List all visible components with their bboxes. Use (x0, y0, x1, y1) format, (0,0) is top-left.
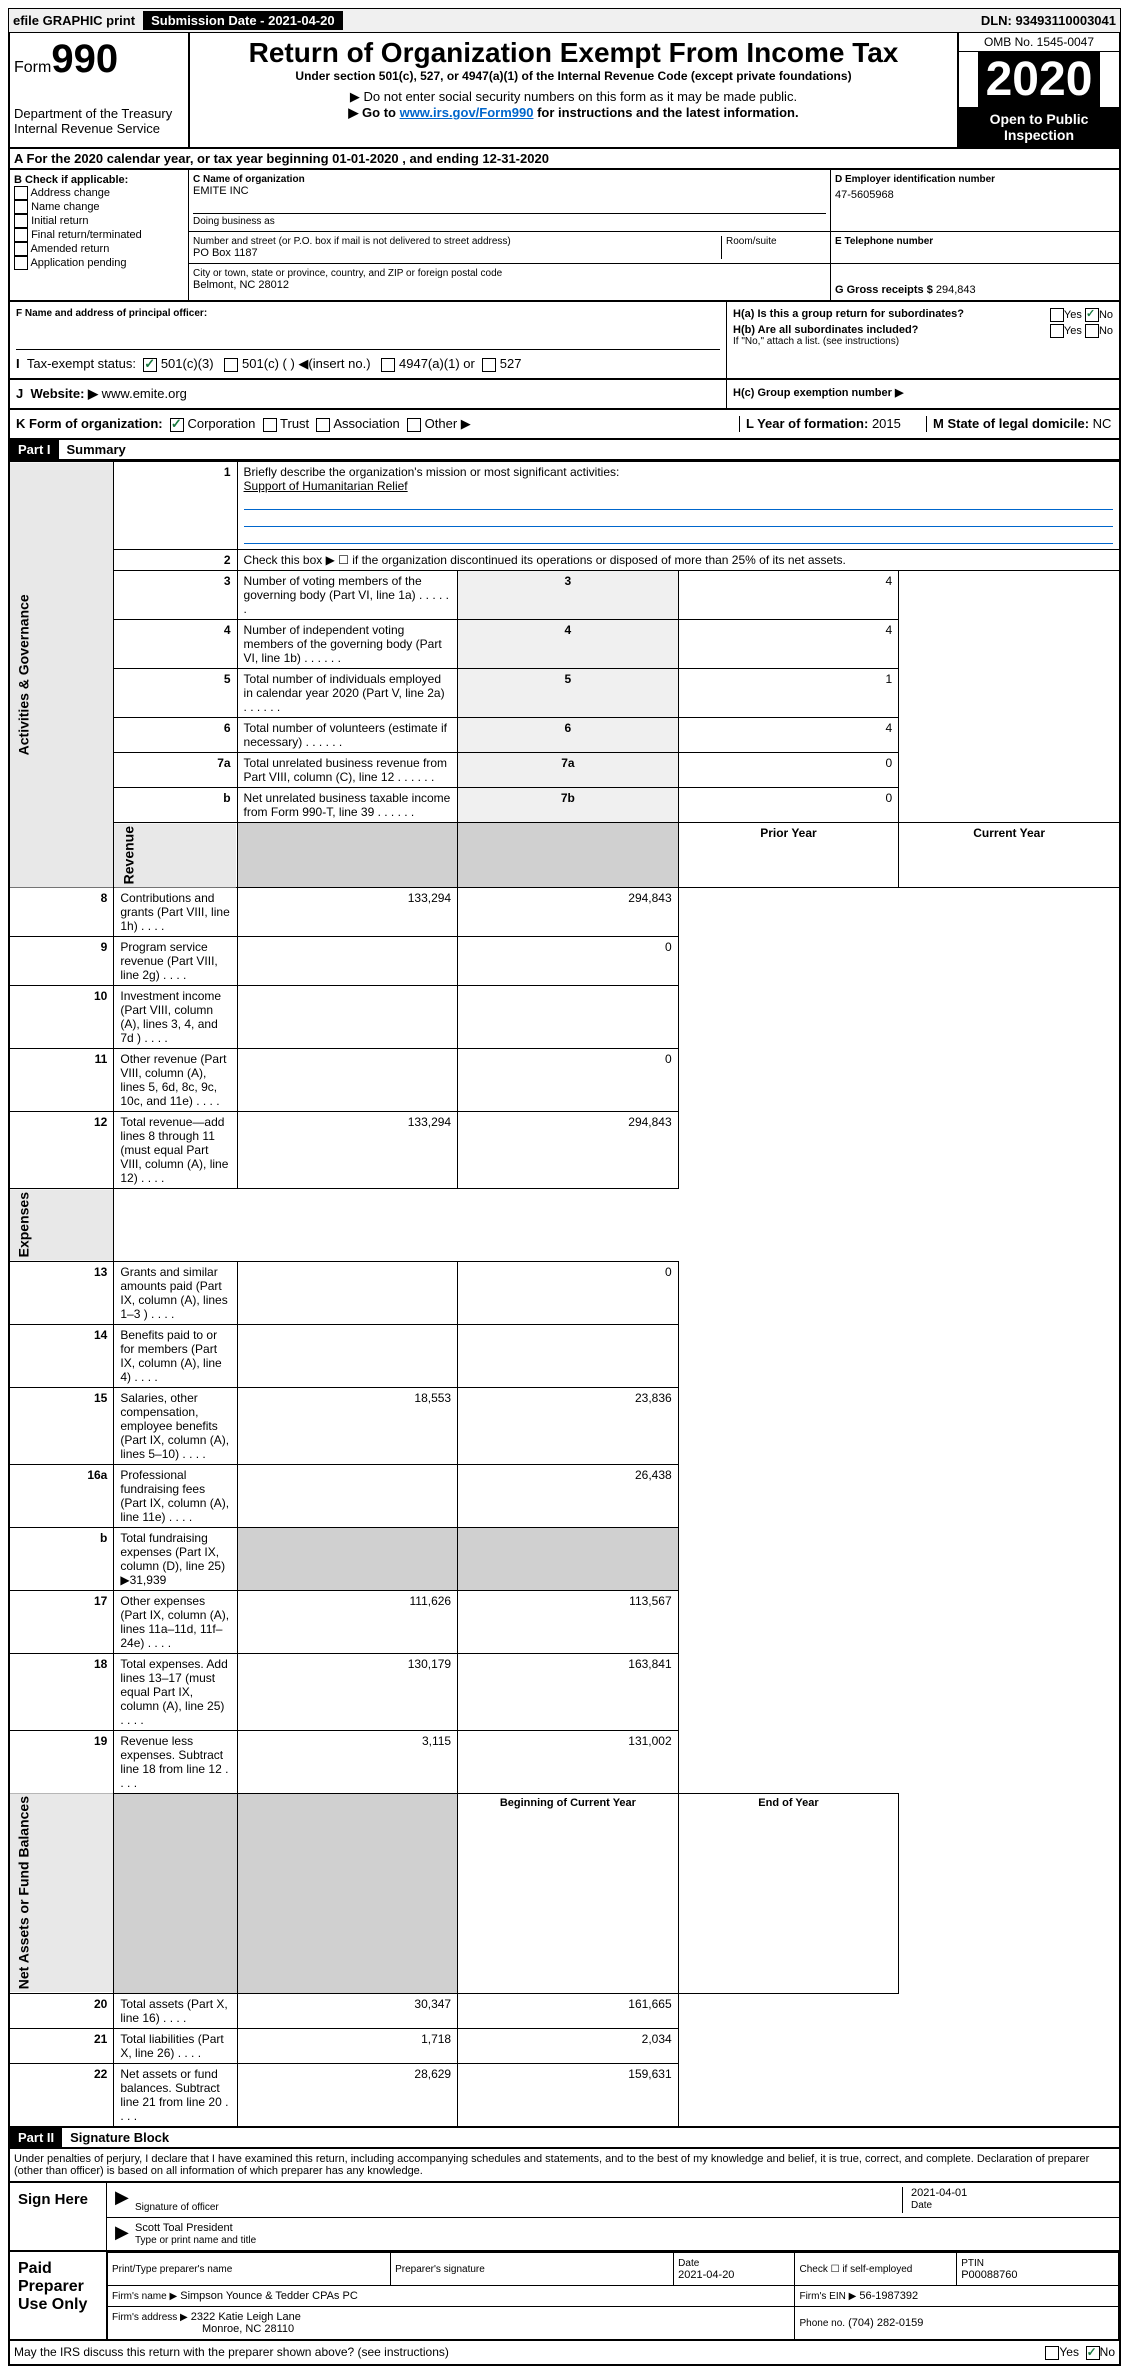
dln: DLN: 93493110003041 (981, 13, 1116, 28)
irs-label: Internal Revenue Service (14, 121, 184, 136)
summary-table: Activities & Governance 1 Briefly descri… (8, 461, 1121, 2128)
note-1: ▶ Do not enter social security numbers o… (194, 89, 953, 105)
form-header: Form990 Department of the Treasury Inter… (8, 33, 1121, 149)
firm-ein: 56-1987392 (859, 2290, 918, 2302)
website: www.emite.org (102, 386, 187, 401)
form-title: Return of Organization Exempt From Incom… (194, 37, 953, 69)
checkbox-pending[interactable] (14, 256, 28, 270)
ptin: P00088760 (961, 2269, 1017, 2281)
firm-name: Simpson Younce & Tedder CPAs PC (180, 2290, 358, 2302)
street-address: PO Box 1187 (193, 247, 721, 259)
checkbox-trust[interactable] (263, 418, 277, 432)
part-2-header: Part II Signature Block (8, 2128, 1121, 2149)
side-revenue: Revenue (114, 823, 237, 888)
checkbox-assoc[interactable] (316, 418, 330, 432)
submission-date: Submission Date - 2021-04-20 (143, 11, 343, 30)
discuss-row: May the IRS discuss this return with the… (8, 2341, 1121, 2366)
form-990-label: Form990 (14, 37, 184, 82)
checkbox-other[interactable] (407, 418, 421, 432)
note-2: ▶ Go to www.irs.gov/Form990 for instruct… (194, 105, 953, 121)
side-governance: Activities & Governance (9, 462, 114, 888)
officer-name: Scott Toal President (135, 2222, 233, 2234)
top-bar: efile GRAPHIC print Submission Date - 20… (8, 8, 1121, 33)
form-subtitle: Under section 501(c), 527, or 4947(a)(1)… (194, 69, 953, 83)
box-b: B Check if applicable: Address change Na… (10, 170, 189, 300)
checkbox-corp[interactable] (170, 418, 184, 432)
checkbox-501c3[interactable] (143, 358, 157, 372)
side-expenses: Expenses (9, 1189, 114, 1261)
checkbox-initial[interactable] (14, 214, 28, 228)
gross-receipts: 294,843 (936, 284, 976, 296)
checkbox-name[interactable] (14, 200, 28, 214)
firm-addr: 2322 Katie Leigh Lane (191, 2311, 301, 2323)
signature-block: Sign Here ▶ Signature of officer 2021-04… (8, 2183, 1121, 2252)
entity-block: B Check if applicable: Address change Na… (8, 170, 1121, 302)
preparer-block: Paid Preparer Use Only Print/Type prepar… (8, 2252, 1121, 2341)
checkbox-final[interactable] (14, 228, 28, 242)
irs-link[interactable]: www.irs.gov/Form990 (400, 105, 534, 120)
checkbox-527[interactable] (482, 358, 496, 372)
ein: 47-5605968 (835, 189, 1115, 201)
omb-number: OMB No. 1545-0047 (959, 33, 1119, 52)
tax-year: 2020 (978, 52, 1101, 107)
side-netassets: Net Assets or Fund Balances (9, 1793, 114, 1993)
firm-phone: (704) 282-0159 (848, 2317, 923, 2329)
row-k: K Form of organization: Corporation Trus… (8, 410, 1121, 440)
efile-label[interactable]: efile GRAPHIC print (13, 13, 135, 28)
dept-label: Department of the Treasury (14, 106, 184, 121)
perjury-text: Under penalties of perjury, I declare th… (8, 2149, 1121, 2183)
row-fhi: F Name and address of principal officer:… (8, 302, 1121, 380)
section-a: A For the 2020 calendar year, or tax yea… (8, 149, 1121, 170)
row-j: J Website: ▶ www.emite.org H(c) Group ex… (8, 380, 1121, 410)
checkbox-501c[interactable] (224, 358, 238, 372)
open-public: Open to Public Inspection (959, 107, 1119, 147)
org-name: EMITE INC (193, 185, 826, 197)
part-1-header: Part I Summary (8, 440, 1121, 461)
city-state-zip: Belmont, NC 28012 (193, 279, 826, 291)
checkbox-4947[interactable] (381, 358, 395, 372)
checkbox-amended[interactable] (14, 242, 28, 256)
mission: Support of Humanitarian Relief (244, 479, 408, 493)
checkbox-address[interactable] (14, 186, 28, 200)
